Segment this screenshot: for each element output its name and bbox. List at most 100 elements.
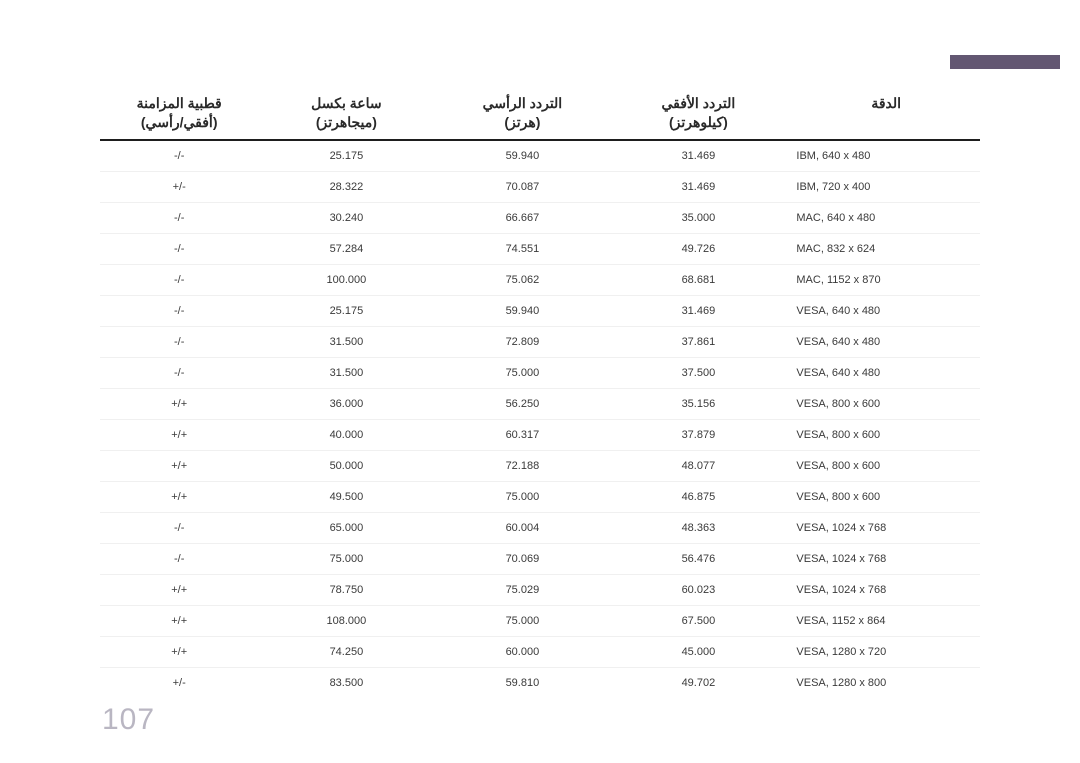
table-row: +/+49.50075.00046.875VESA, 800 x 600 bbox=[100, 482, 980, 513]
header-hfreq-sub: (كيلوهرتز) bbox=[610, 114, 786, 140]
cell-vfreq: 60.004 bbox=[434, 513, 610, 544]
cell-resolution: VESA, 800 x 600 bbox=[786, 389, 980, 420]
cell-hfreq: 49.702 bbox=[610, 668, 786, 699]
cell-resolution: VESA, 640 x 480 bbox=[786, 327, 980, 358]
cell-vfreq: 56.250 bbox=[434, 389, 610, 420]
cell-clock: 75.000 bbox=[258, 544, 434, 575]
cell-vfreq: 59.940 bbox=[434, 296, 610, 327]
cell-hfreq: 60.023 bbox=[610, 575, 786, 606]
cell-vfreq: 59.940 bbox=[434, 140, 610, 172]
header-clock-sub: (ميجاهرتز) bbox=[258, 114, 434, 140]
cell-resolution: IBM, 720 x 400 bbox=[786, 172, 980, 203]
table-row: +/+78.75075.02960.023VESA, 1024 x 768 bbox=[100, 575, 980, 606]
header-vfreq: التردد الرأسي bbox=[434, 95, 610, 114]
cell-clock: 50.000 bbox=[258, 451, 434, 482]
cell-polarity: -/- bbox=[100, 265, 258, 296]
cell-polarity: +/+ bbox=[100, 606, 258, 637]
cell-hfreq: 46.875 bbox=[610, 482, 786, 513]
cell-vfreq: 72.188 bbox=[434, 451, 610, 482]
cell-polarity: -/- bbox=[100, 513, 258, 544]
cell-clock: 40.000 bbox=[258, 420, 434, 451]
header-hfreq: التردد الأفقي bbox=[610, 95, 786, 114]
cell-hfreq: 31.469 bbox=[610, 296, 786, 327]
cell-vfreq: 75.062 bbox=[434, 265, 610, 296]
cell-polarity: -/- bbox=[100, 140, 258, 172]
table-row: -/-100.00075.06268.681MAC, 1152 x 870 bbox=[100, 265, 980, 296]
cell-resolution: VESA, 1152 x 864 bbox=[786, 606, 980, 637]
table-row: -/-25.17559.94031.469IBM, 640 x 480 bbox=[100, 140, 980, 172]
cell-vfreq: 66.667 bbox=[434, 203, 610, 234]
cell-resolution: VESA, 1280 x 800 bbox=[786, 668, 980, 699]
cell-polarity: +/+ bbox=[100, 420, 258, 451]
cell-hfreq: 35.156 bbox=[610, 389, 786, 420]
cell-vfreq: 75.000 bbox=[434, 606, 610, 637]
cell-polarity: -/- bbox=[100, 327, 258, 358]
cell-clock: 36.000 bbox=[258, 389, 434, 420]
cell-hfreq: 48.077 bbox=[610, 451, 786, 482]
table-row: +/+108.00075.00067.500VESA, 1152 x 864 bbox=[100, 606, 980, 637]
cell-polarity: +/- bbox=[100, 172, 258, 203]
table-header: قطبية المزامنة ساعة بكسل التردد الرأسي ا… bbox=[100, 95, 980, 140]
cell-hfreq: 56.476 bbox=[610, 544, 786, 575]
timing-table-container: قطبية المزامنة ساعة بكسل التردد الرأسي ا… bbox=[100, 95, 980, 698]
cell-clock: 28.322 bbox=[258, 172, 434, 203]
cell-hfreq: 48.363 bbox=[610, 513, 786, 544]
cell-hfreq: 35.000 bbox=[610, 203, 786, 234]
cell-resolution: VESA, 640 x 480 bbox=[786, 358, 980, 389]
cell-vfreq: 60.000 bbox=[434, 637, 610, 668]
header-vfreq-sub: (هرتز) bbox=[434, 114, 610, 140]
cell-resolution: MAC, 832 x 624 bbox=[786, 234, 980, 265]
cell-clock: 65.000 bbox=[258, 513, 434, 544]
cell-hfreq: 31.469 bbox=[610, 140, 786, 172]
cell-polarity: -/- bbox=[100, 544, 258, 575]
table-body: -/-25.17559.94031.469IBM, 640 x 480+/-28… bbox=[100, 140, 980, 698]
cell-clock: 31.500 bbox=[258, 327, 434, 358]
cell-clock: 74.250 bbox=[258, 637, 434, 668]
table-row: -/-31.50075.00037.500VESA, 640 x 480 bbox=[100, 358, 980, 389]
table-row: +/+36.00056.25035.156VESA, 800 x 600 bbox=[100, 389, 980, 420]
cell-vfreq: 75.000 bbox=[434, 358, 610, 389]
cell-resolution: VESA, 1280 x 720 bbox=[786, 637, 980, 668]
cell-resolution: VESA, 1024 x 768 bbox=[786, 513, 980, 544]
table-row: +/+40.00060.31737.879VESA, 800 x 600 bbox=[100, 420, 980, 451]
cell-hfreq: 68.681 bbox=[610, 265, 786, 296]
header-resolution-sub bbox=[786, 114, 980, 140]
cell-vfreq: 70.087 bbox=[434, 172, 610, 203]
cell-resolution: VESA, 800 x 600 bbox=[786, 420, 980, 451]
cell-polarity: -/- bbox=[100, 296, 258, 327]
cell-vfreq: 75.029 bbox=[434, 575, 610, 606]
table-row: -/-65.00060.00448.363VESA, 1024 x 768 bbox=[100, 513, 980, 544]
cell-clock: 30.240 bbox=[258, 203, 434, 234]
cell-hfreq: 37.500 bbox=[610, 358, 786, 389]
cell-vfreq: 75.000 bbox=[434, 482, 610, 513]
cell-resolution: VESA, 800 x 600 bbox=[786, 482, 980, 513]
cell-resolution: VESA, 1024 x 768 bbox=[786, 575, 980, 606]
cell-polarity: +/+ bbox=[100, 482, 258, 513]
cell-resolution: VESA, 1024 x 768 bbox=[786, 544, 980, 575]
cell-clock: 57.284 bbox=[258, 234, 434, 265]
cell-vfreq: 59.810 bbox=[434, 668, 610, 699]
cell-resolution: IBM, 640 x 480 bbox=[786, 140, 980, 172]
cell-clock: 100.000 bbox=[258, 265, 434, 296]
table-row: -/-57.28474.55149.726MAC, 832 x 624 bbox=[100, 234, 980, 265]
cell-polarity: +/+ bbox=[100, 575, 258, 606]
header-clock: ساعة بكسل bbox=[258, 95, 434, 114]
cell-resolution: VESA, 800 x 600 bbox=[786, 451, 980, 482]
cell-clock: 25.175 bbox=[258, 140, 434, 172]
table-row: -/-30.24066.66735.000MAC, 640 x 480 bbox=[100, 203, 980, 234]
cell-clock: 31.500 bbox=[258, 358, 434, 389]
cell-clock: 49.500 bbox=[258, 482, 434, 513]
cell-hfreq: 49.726 bbox=[610, 234, 786, 265]
cell-polarity: +/+ bbox=[100, 637, 258, 668]
timing-table: قطبية المزامنة ساعة بكسل التردد الرأسي ا… bbox=[100, 95, 980, 698]
accent-bar bbox=[950, 55, 1060, 69]
table-row: -/-75.00070.06956.476VESA, 1024 x 768 bbox=[100, 544, 980, 575]
table-row: -/-25.17559.94031.469VESA, 640 x 480 bbox=[100, 296, 980, 327]
header-polarity-sub: (أفقي/رأسي) bbox=[100, 114, 258, 140]
table-row: +/+74.25060.00045.000VESA, 1280 x 720 bbox=[100, 637, 980, 668]
table-row: -/-31.50072.80937.861VESA, 640 x 480 bbox=[100, 327, 980, 358]
cell-polarity: +/- bbox=[100, 668, 258, 699]
cell-clock: 83.500 bbox=[258, 668, 434, 699]
table-row: +/+50.00072.18848.077VESA, 800 x 600 bbox=[100, 451, 980, 482]
cell-clock: 78.750 bbox=[258, 575, 434, 606]
